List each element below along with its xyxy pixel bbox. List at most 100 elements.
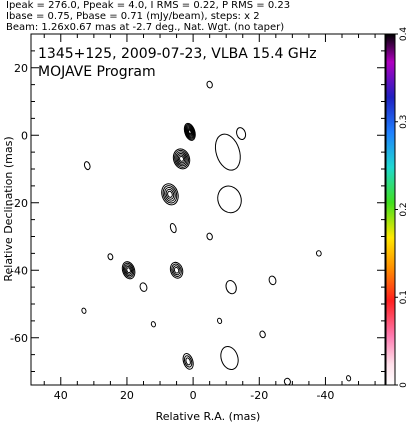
- contour-ring: [165, 188, 175, 200]
- x-tick-label: 20: [120, 389, 134, 402]
- contour-ring: [177, 154, 186, 164]
- contour-ring: [206, 80, 213, 89]
- contour-ring: [126, 267, 131, 274]
- contour-layer: [81, 80, 352, 386]
- contour-component: [107, 253, 114, 261]
- contour-ring: [124, 264, 134, 277]
- contour-component: [220, 345, 239, 371]
- colorbar-tick-label: 0.1: [399, 290, 409, 304]
- contour-ring: [346, 375, 352, 382]
- contour-component: [183, 122, 196, 141]
- contour-ring: [185, 357, 191, 366]
- contour-ring: [182, 353, 194, 370]
- contour-ring: [187, 128, 193, 136]
- contour-component: [121, 261, 136, 280]
- contour-component: [81, 307, 87, 314]
- contour-component: [259, 330, 266, 339]
- contour-ring: [139, 282, 148, 292]
- contour-component: [206, 80, 213, 89]
- contour-component: [206, 232, 213, 241]
- contour-ring: [171, 263, 182, 277]
- contour-ring: [174, 149, 189, 168]
- y-tick-labels: 20 0 -20 -40 -60: [10, 62, 28, 345]
- contour-ring: [206, 232, 213, 241]
- contour-ring: [220, 345, 239, 371]
- contour-ring: [236, 127, 247, 140]
- contour-ring: [188, 129, 192, 135]
- contour-ring: [161, 183, 179, 206]
- contour-component: [315, 250, 322, 257]
- contour-ring: [186, 126, 194, 138]
- colorbar-tick-label: 0.3: [399, 115, 409, 129]
- contour-ring: [259, 330, 266, 339]
- y-tick-label: -20: [10, 197, 28, 210]
- contour-ring: [121, 261, 136, 280]
- colorbar-tick-label: 0: [399, 382, 409, 388]
- contour-ring: [176, 152, 187, 165]
- colorbar-tick-label: 0.4: [399, 27, 409, 42]
- contour-component: [139, 282, 148, 292]
- contour-ring: [315, 250, 322, 257]
- header-line-2: Ibase = 0.75, Pbase = 0.71 (mJy/beam), s…: [6, 11, 260, 22]
- contour-component: [161, 183, 179, 206]
- contour-component: [150, 321, 156, 328]
- contour-ring: [169, 261, 184, 279]
- colorbar-tick-labels: 0 0.1 0.2 0.3 0.4: [395, 27, 409, 388]
- x-tick-label: -40: [316, 389, 334, 402]
- contour-ring: [172, 148, 191, 170]
- contour-ring: [183, 355, 193, 368]
- plot-area: [31, 34, 385, 385]
- contour-component: [83, 161, 91, 171]
- contour-component: [169, 261, 184, 279]
- contour-ring: [179, 155, 185, 162]
- contour-ring: [185, 125, 195, 139]
- x-tick-labels: 40 20 0 -20 -40: [54, 389, 335, 402]
- plot-frame: [30, 33, 386, 386]
- contour-component: [217, 185, 242, 214]
- axis-ticks: [31, 33, 385, 385]
- contour-component: [236, 127, 247, 140]
- contour-ring: [217, 317, 223, 325]
- contour-ring: [150, 321, 156, 328]
- contour-ring: [184, 124, 196, 140]
- contour-ring: [162, 185, 178, 204]
- contour-ring: [167, 190, 173, 198]
- y-tick-label: -60: [10, 332, 28, 345]
- header-line-3: Beam: 1.26x0.67 mas at -2.7 deg., Nat. W…: [6, 22, 285, 33]
- contour-ring: [164, 187, 176, 202]
- contour-ring: [186, 127, 193, 137]
- colorbar-tick-label: 0.2: [399, 202, 409, 216]
- contour-ring: [81, 307, 87, 314]
- contour-ring: [175, 151, 188, 167]
- contour-ring: [107, 253, 114, 261]
- chart-title: 1345+125, 2009-07-23, VLBA 15.4 GHz: [38, 46, 317, 62]
- contour-component: [217, 317, 223, 325]
- contour-ring: [173, 266, 180, 274]
- contour-component: [182, 353, 194, 370]
- contour-component: [214, 133, 241, 171]
- contour-ring: [125, 265, 133, 275]
- x-axis-label: Relative R.A. (mas): [156, 410, 261, 423]
- header-line-1: Ipeak = 276.0, Ppeak = 4.0, I RMS = 0.22…: [6, 0, 291, 11]
- contour-ring: [122, 262, 135, 278]
- contour-ring: [83, 161, 91, 171]
- contour-component: [268, 275, 277, 286]
- contour-component: [172, 148, 191, 170]
- contour-ring: [214, 133, 241, 171]
- contour-ring: [172, 265, 181, 276]
- contour-ring: [268, 275, 277, 286]
- y-tick-label: 0: [21, 129, 28, 142]
- y-tick-label: 20: [14, 62, 28, 75]
- contour-component: [346, 375, 352, 382]
- colorbar: [385, 33, 396, 386]
- x-tick-label: -20: [250, 389, 268, 402]
- contour-ring: [217, 185, 242, 214]
- contour-component: [169, 222, 177, 234]
- y-tick-label: -40: [10, 264, 28, 277]
- contour-ring: [183, 122, 196, 141]
- x-tick-label: 40: [54, 389, 68, 402]
- chart-subtitle: MOJAVE Program: [38, 64, 156, 80]
- contour-ring: [225, 280, 237, 295]
- x-tick-label: 0: [190, 389, 197, 402]
